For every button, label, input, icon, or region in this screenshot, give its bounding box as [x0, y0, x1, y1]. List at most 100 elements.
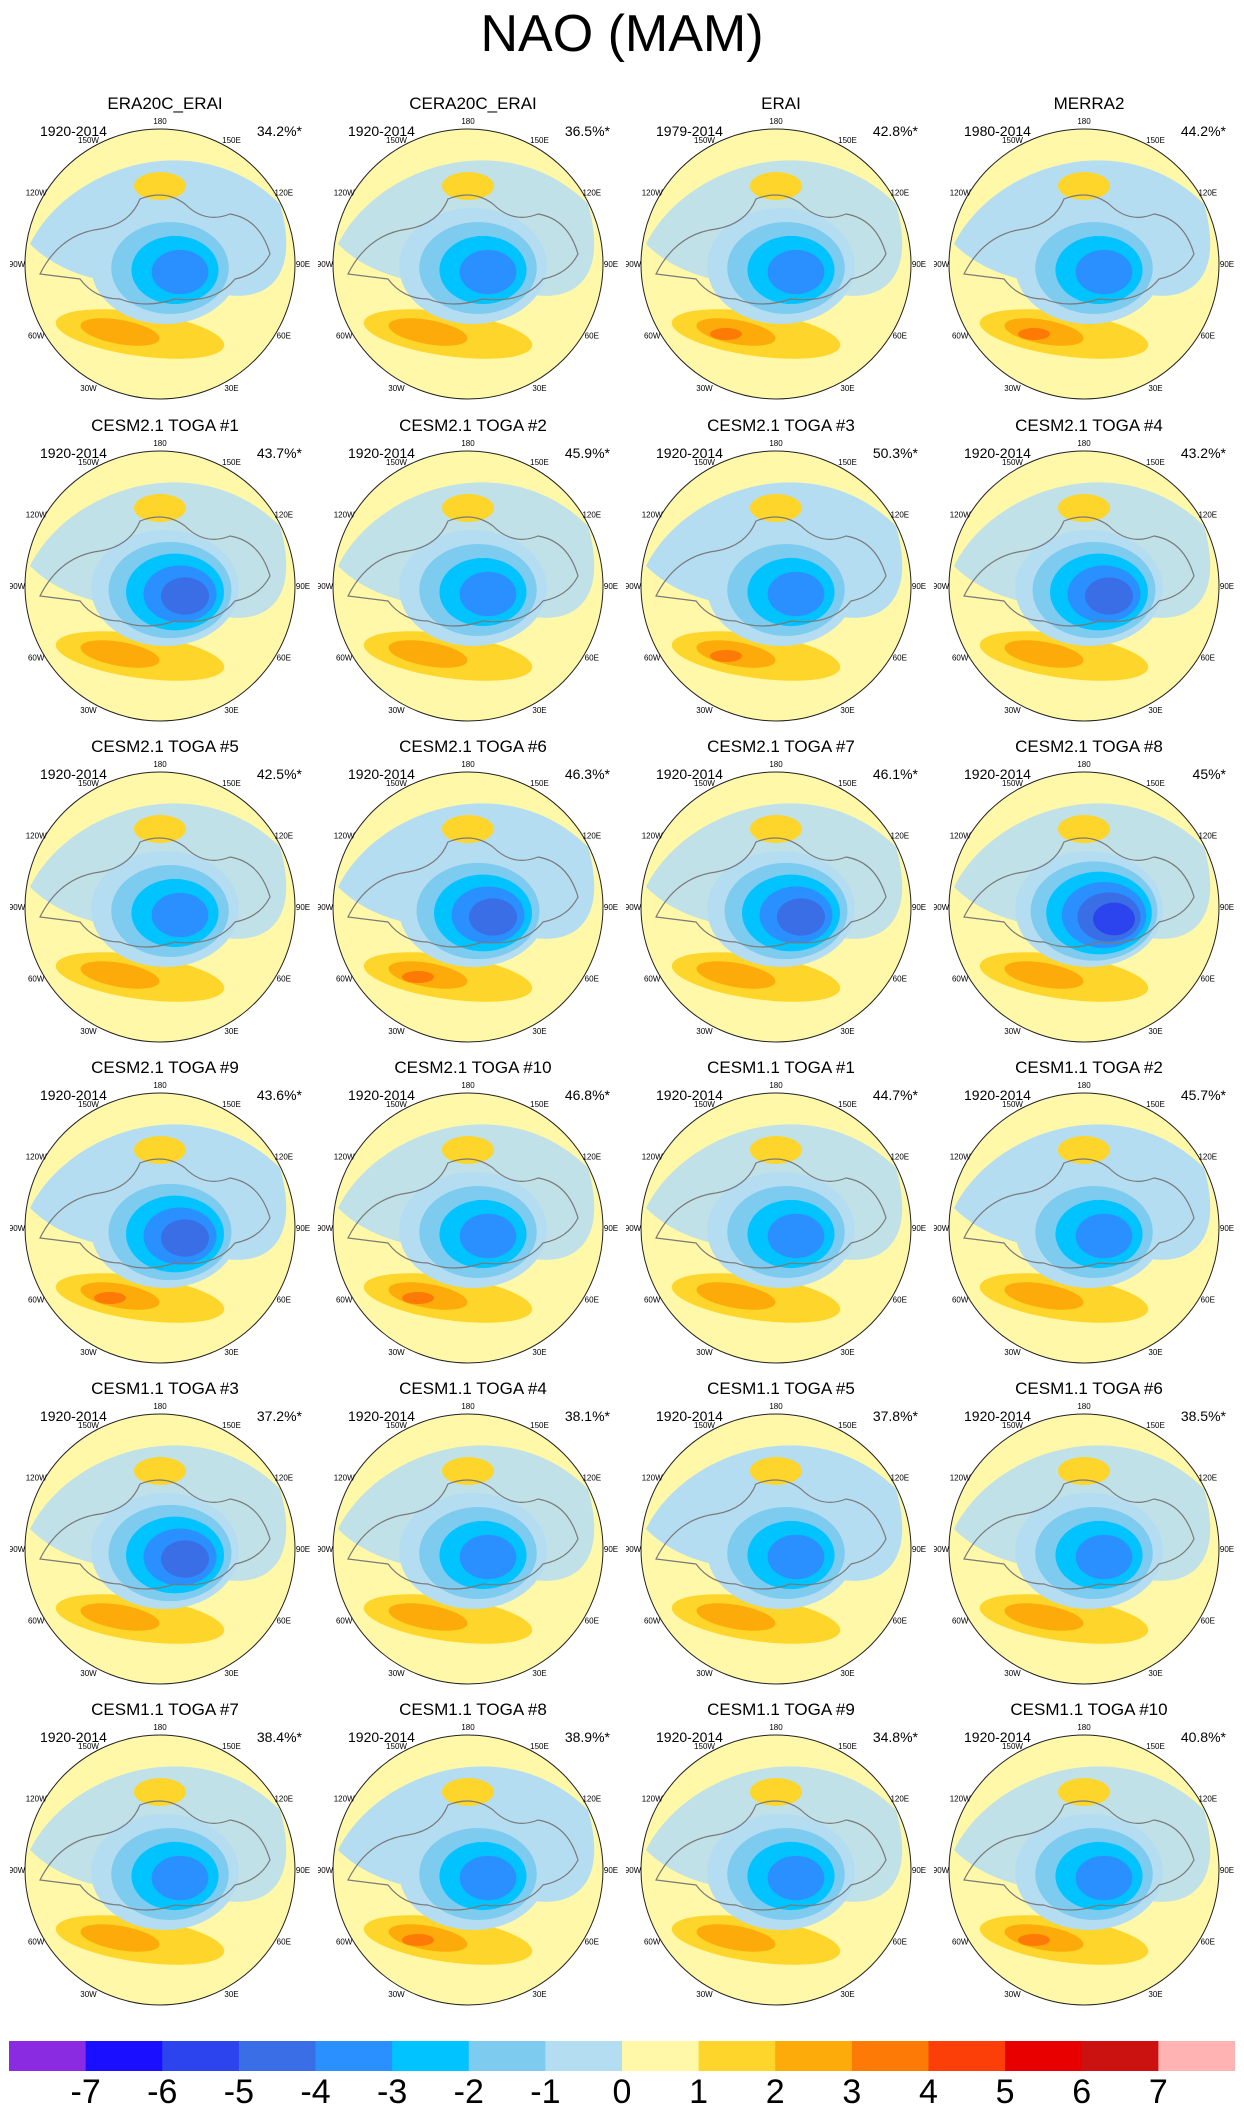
map-boundary: [948, 1413, 1220, 1685]
longitude-label: 60E: [277, 654, 291, 663]
longitude-label: 0: [774, 1367, 779, 1368]
coastline: [963, 837, 1195, 948]
panel-period: 1920-2014: [348, 766, 415, 782]
anomaly-contour-neg4: [767, 571, 825, 617]
anomaly-contour-neg5: [161, 577, 209, 615]
panel-title: CESM1.1 TOGA #7: [91, 1700, 239, 1719]
polar-map: 180 150W 150E 120W 120E 90W 90E 60W 60E 30W 30E 0: [626, 1081, 926, 1368]
longitude-label: 90E: [296, 1545, 310, 1554]
panel-period: 1920-2014: [40, 1729, 107, 1745]
map-panel: CESM1.1 TOGA #1 1920-2014 44.7%* 180 150W 150…: [626, 1058, 936, 1368]
longitude-label: 90W: [318, 1545, 334, 1554]
map-panel: CESM1.1 TOGA #8 1920-2014 38.9%* 180 150W 150…: [318, 1700, 628, 2010]
anomaly-contour-pos2: [696, 961, 776, 989]
map-panel: CESM2.1 TOGA #2 1920-2014 45.9%* 180 150W 150…: [318, 416, 628, 726]
polar-map: 180 150W 150E 120W 120E 90W 90E 60W 60E 30W 30E 0: [318, 439, 618, 726]
map-boundary: [948, 771, 1220, 1043]
panel-period: 1920-2014: [40, 123, 107, 139]
longitude-label: 60E: [277, 1617, 291, 1626]
longitude-label: 90E: [296, 1866, 310, 1875]
longitude-label: 150E: [1146, 1742, 1165, 1751]
longitude-label: 150E: [530, 1742, 549, 1751]
coastline: [655, 1479, 887, 1590]
anomaly-contour-pacific: [1058, 1136, 1110, 1164]
longitude-label: 60W: [336, 1617, 353, 1626]
longitude-label: 60E: [893, 975, 907, 984]
longitude-label: 30E: [840, 384, 854, 393]
anomaly-contour-pos2: [80, 640, 160, 668]
longitude-label: 150E: [1146, 1421, 1165, 1430]
longitude-label: 0: [158, 1688, 163, 1689]
longitude-label: 180: [1077, 1081, 1091, 1090]
longitude-label: 120W: [950, 1153, 971, 1162]
anomaly-contour-pos2: [1004, 961, 1084, 989]
colorbar-swatch: [698, 2041, 776, 2071]
panel-period: 1920-2014: [964, 1087, 1031, 1103]
longitude-label: 90E: [912, 1866, 926, 1875]
panel-title: CESM1.1 TOGA #4: [399, 1379, 547, 1398]
anomaly-contour-pos2: [80, 1924, 160, 1952]
anomaly-contour-neg4: [151, 249, 209, 295]
colorbar-swatch: [1158, 2041, 1235, 2071]
anomaly-contour-neg4: [459, 1534, 517, 1580]
polar-map: 180 150W 150E 120W 120E 90W 90E 60W 60E 30W 30E 0: [626, 760, 926, 1047]
colorbar-swatch: [545, 2041, 623, 2071]
anomaly-contour-neg4: [1075, 249, 1133, 295]
longitude-label: 120W: [642, 1795, 663, 1804]
longitude-label: 120E: [274, 832, 293, 841]
longitude-label: 30E: [532, 384, 546, 393]
longitude-label: 30E: [1148, 1027, 1162, 1036]
anomaly-contour-neg4: [767, 1534, 825, 1580]
longitude-label: 30W: [80, 384, 97, 393]
panel-period: 1920-2014: [656, 766, 723, 782]
map-panel: CESM2.1 TOGA #9 1920-2014 43.6%* 180 150W 150…: [10, 1058, 320, 1368]
colorbar-swatch: [9, 2041, 87, 2071]
longitude-label: 60W: [952, 654, 969, 663]
longitude-label: 120W: [950, 832, 971, 841]
colorbar-tick-label: 4: [919, 2073, 938, 2111]
anomaly-contour-pacific: [442, 815, 494, 843]
longitude-label: 150W: [694, 1100, 715, 1109]
longitude-label: 30W: [388, 706, 405, 715]
anomaly-contour-pos2: [80, 1603, 160, 1631]
map-boundary: [332, 1413, 604, 1685]
colorbar-swatch: [622, 2041, 700, 2071]
colorbar-tick-label: 5: [995, 2073, 1015, 2111]
map-boundary: [24, 128, 296, 400]
longitude-label: 180: [461, 1402, 475, 1411]
map-boundary: [640, 771, 912, 1043]
anomaly-contour-neg4: [767, 1855, 825, 1901]
longitude-label: 60E: [585, 1296, 599, 1305]
longitude-label: 120E: [274, 1795, 293, 1804]
longitude-label: 150E: [222, 1100, 241, 1109]
longitude-label: 120E: [1198, 1474, 1217, 1483]
panel-variance: 34.8%*: [872, 1729, 918, 1745]
anomaly-contour-neg5: [161, 1219, 209, 1257]
longitude-label: 90E: [912, 260, 926, 269]
coastline: [655, 1800, 887, 1911]
longitude-label: 30W: [388, 1990, 405, 1999]
anomaly-contour-pacific: [1058, 1457, 1110, 1485]
longitude-label: 180: [769, 439, 783, 448]
panel-period: 1920-2014: [964, 1408, 1031, 1424]
longitude-label: 150E: [838, 1421, 857, 1430]
map-boundary: [640, 128, 912, 400]
anomaly-contour-pos2: [696, 1603, 776, 1631]
longitude-label: 150W: [694, 1742, 715, 1751]
longitude-label: 120E: [1198, 1153, 1217, 1162]
longitude-label: 150W: [694, 136, 715, 145]
colorbar-swatch: [392, 2041, 470, 2071]
panel-title: CESM2.1 TOGA #5: [91, 737, 239, 756]
anomaly-contour-pos3: [402, 1934, 434, 1946]
longitude-label: 180: [153, 760, 167, 769]
map-panel: MERRA2 1980-2014 44.2%* 180 150W 150E 120W 120E…: [934, 94, 1244, 404]
longitude-label: 60E: [585, 332, 599, 341]
anomaly-contour-neg4: [767, 249, 825, 295]
anomaly-contour-pos2: [388, 318, 468, 346]
longitude-label: 30W: [696, 1669, 713, 1678]
longitude-label: 120W: [642, 1153, 663, 1162]
longitude-label: 60W: [644, 1938, 661, 1947]
longitude-label: 60E: [1201, 975, 1215, 984]
longitude-label: 60W: [336, 1938, 353, 1947]
longitude-label: 90E: [912, 1224, 926, 1233]
